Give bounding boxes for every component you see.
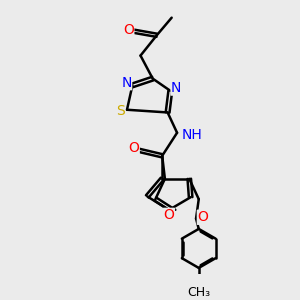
Text: N: N — [171, 81, 181, 95]
Text: O: O — [128, 141, 139, 155]
Text: O: O — [123, 23, 134, 37]
Text: S: S — [116, 104, 124, 118]
Text: N: N — [121, 76, 132, 90]
Text: O: O — [197, 210, 208, 224]
Text: NH: NH — [181, 128, 202, 142]
Text: CH₃: CH₃ — [187, 286, 210, 299]
Text: O: O — [164, 208, 174, 222]
